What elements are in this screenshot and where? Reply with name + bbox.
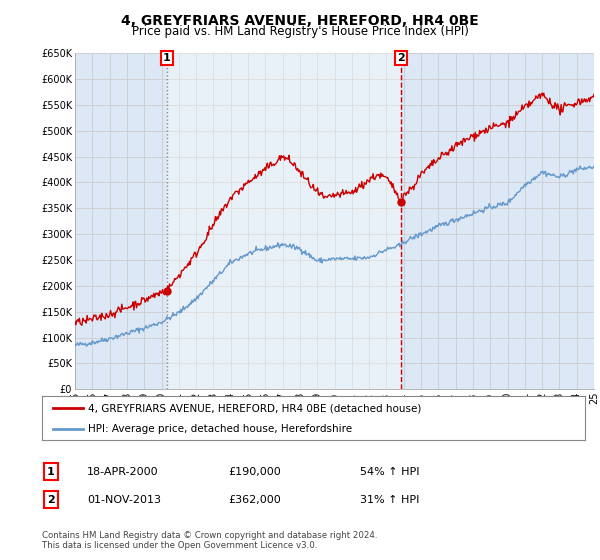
Text: 1: 1 xyxy=(163,53,170,63)
Bar xyxy=(167,53,401,389)
Text: Price paid vs. HM Land Registry's House Price Index (HPI): Price paid vs. HM Land Registry's House … xyxy=(131,25,469,38)
Text: 01-NOV-2013: 01-NOV-2013 xyxy=(87,494,161,505)
Text: 2: 2 xyxy=(397,53,404,63)
Text: 31% ↑ HPI: 31% ↑ HPI xyxy=(360,494,419,505)
Text: Contains HM Land Registry data © Crown copyright and database right 2024.
This d: Contains HM Land Registry data © Crown c… xyxy=(42,531,377,550)
Text: 4, GREYFRIARS AVENUE, HEREFORD, HR4 0BE: 4, GREYFRIARS AVENUE, HEREFORD, HR4 0BE xyxy=(121,14,479,28)
Text: 18-APR-2000: 18-APR-2000 xyxy=(87,466,158,477)
Text: 54% ↑ HPI: 54% ↑ HPI xyxy=(360,466,419,477)
Text: 2: 2 xyxy=(47,494,55,505)
Text: £362,000: £362,000 xyxy=(228,494,281,505)
Text: £190,000: £190,000 xyxy=(228,466,281,477)
Text: 1: 1 xyxy=(47,466,55,477)
Text: 4, GREYFRIARS AVENUE, HEREFORD, HR4 0BE (detached house): 4, GREYFRIARS AVENUE, HEREFORD, HR4 0BE … xyxy=(88,403,422,413)
Text: HPI: Average price, detached house, Herefordshire: HPI: Average price, detached house, Here… xyxy=(88,424,352,433)
